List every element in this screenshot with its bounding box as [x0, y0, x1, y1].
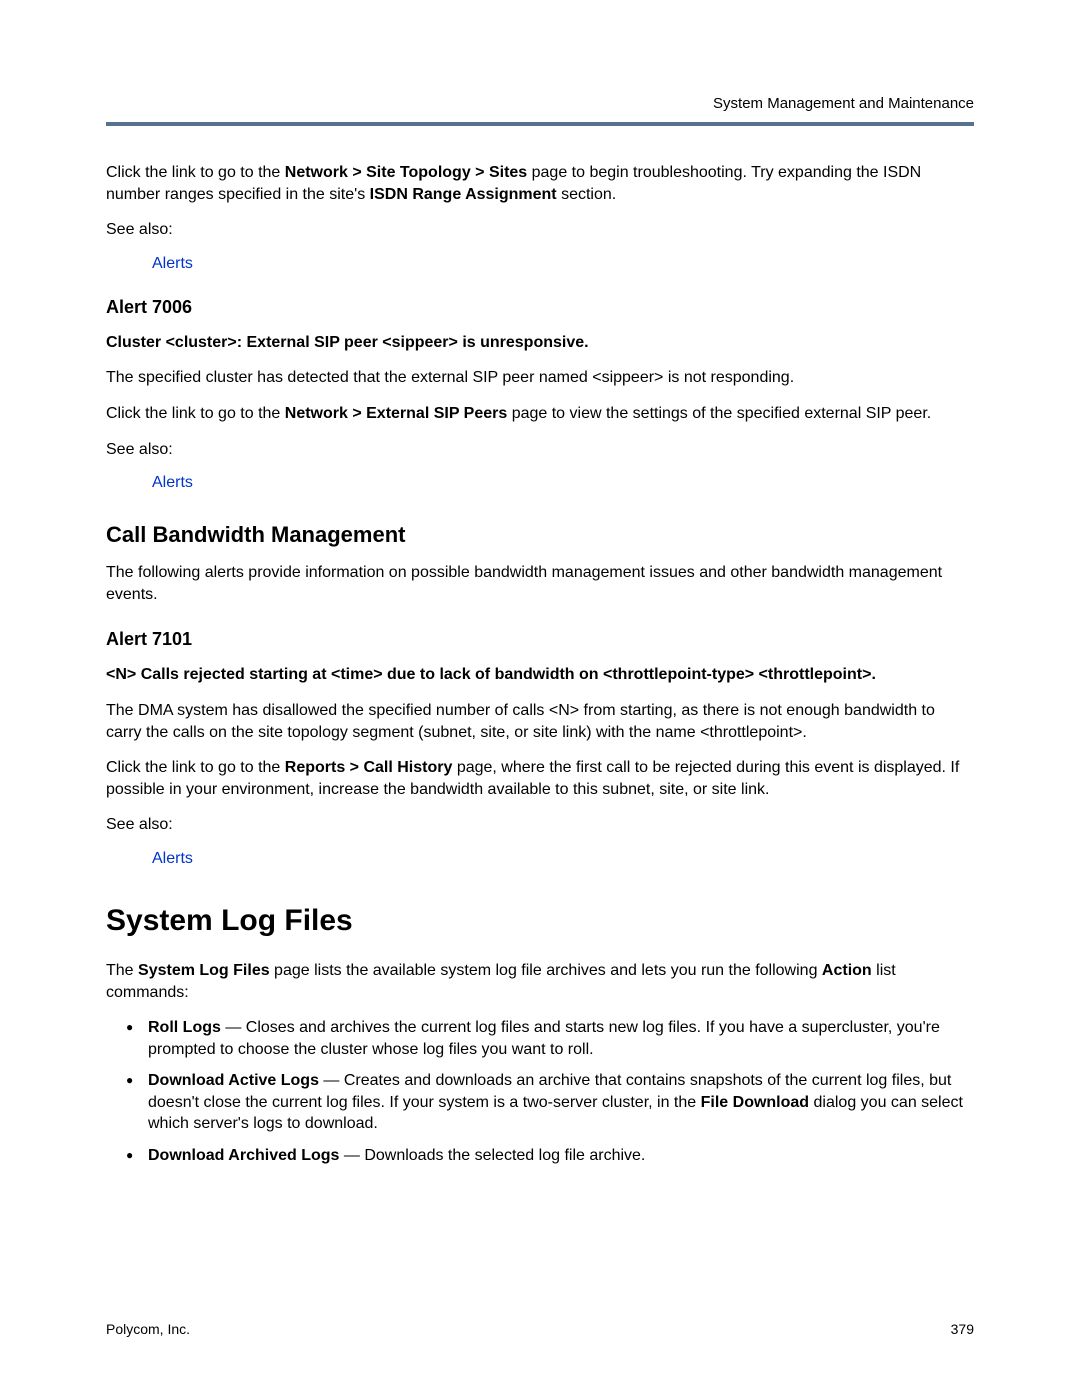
alert-7006-instruction: Click the link to go to the Network > Ex… [106, 403, 974, 425]
header-rule [106, 122, 974, 126]
action-list: Roll Logs — Closes and archives the curr… [106, 1017, 974, 1167]
text-fragment: Click the link to go to the [106, 164, 285, 181]
alerts-link[interactable]: Alerts [152, 850, 193, 868]
running-head: System Management and Maintenance [106, 95, 974, 112]
dialog-name: File Download [701, 1094, 809, 1111]
alert-7006-message: Cluster <cluster>: External SIP peer <si… [106, 332, 974, 354]
alerts-link[interactable]: Alerts [152, 255, 193, 273]
alert-7101-desc: The DMA system has disallowed the specif… [106, 700, 974, 743]
text-fragment: Click the link to go to the [106, 405, 285, 422]
text-fragment: Click the link to go to the [106, 759, 285, 776]
page-body: System Management and Maintenance Click … [0, 0, 1080, 1167]
page-footer: Polycom, Inc. 379 [106, 1321, 974, 1337]
page-name: System Log Files [138, 962, 270, 979]
system-log-files-intro: The System Log Files page lists the avai… [106, 960, 974, 1003]
text-fragment: page lists the available system log file… [270, 962, 822, 979]
text-fragment: — Closes and archives the current log fi… [148, 1019, 940, 1058]
intro-paragraph: Click the link to go to the Network > Si… [106, 162, 974, 205]
action-name: Download Active Logs [148, 1072, 319, 1089]
list-item: Download Archived Logs — Downloads the s… [148, 1145, 974, 1167]
nav-path: Network > External SIP Peers [285, 405, 507, 422]
section-name: ISDN Range Assignment [370, 186, 557, 203]
alert-7006-heading: Alert 7006 [106, 297, 974, 318]
call-bandwidth-desc: The following alerts provide information… [106, 562, 974, 605]
action-name: Roll Logs [148, 1019, 221, 1036]
call-bandwidth-heading: Call Bandwidth Management [106, 522, 974, 548]
text-fragment: The [106, 962, 138, 979]
alert-7101-instruction: Click the link to go to the Reports > Ca… [106, 757, 974, 800]
see-also-links: Alerts [106, 474, 974, 492]
alert-7101-message: <N> Calls rejected starting at <time> du… [106, 664, 974, 686]
nav-path: Network > Site Topology > Sites [285, 164, 527, 181]
nav-path: Reports > Call History [285, 759, 453, 776]
see-also-label: See also: [106, 219, 974, 241]
alert-7006-desc: The specified cluster has detected that … [106, 367, 974, 389]
menu-name: Action [822, 962, 872, 979]
see-also-label: See also: [106, 814, 974, 836]
action-name: Download Archived Logs [148, 1147, 339, 1164]
see-also-label: See also: [106, 439, 974, 461]
list-item: Download Active Logs — Creates and downl… [148, 1070, 974, 1135]
page-number: 379 [951, 1321, 974, 1337]
list-item: Roll Logs — Closes and archives the curr… [148, 1017, 974, 1060]
company-name: Polycom, Inc. [106, 1321, 190, 1337]
text-fragment: — Downloads the selected log file archiv… [339, 1147, 645, 1164]
see-also-links: Alerts [106, 850, 974, 868]
alerts-link[interactable]: Alerts [152, 474, 193, 492]
alert-7101-heading: Alert 7101 [106, 629, 974, 650]
text-fragment: section. [557, 186, 617, 203]
system-log-files-heading: System Log Files [106, 904, 974, 938]
text-fragment: page to view the settings of the specifi… [507, 405, 931, 422]
see-also-links: Alerts [106, 255, 974, 273]
